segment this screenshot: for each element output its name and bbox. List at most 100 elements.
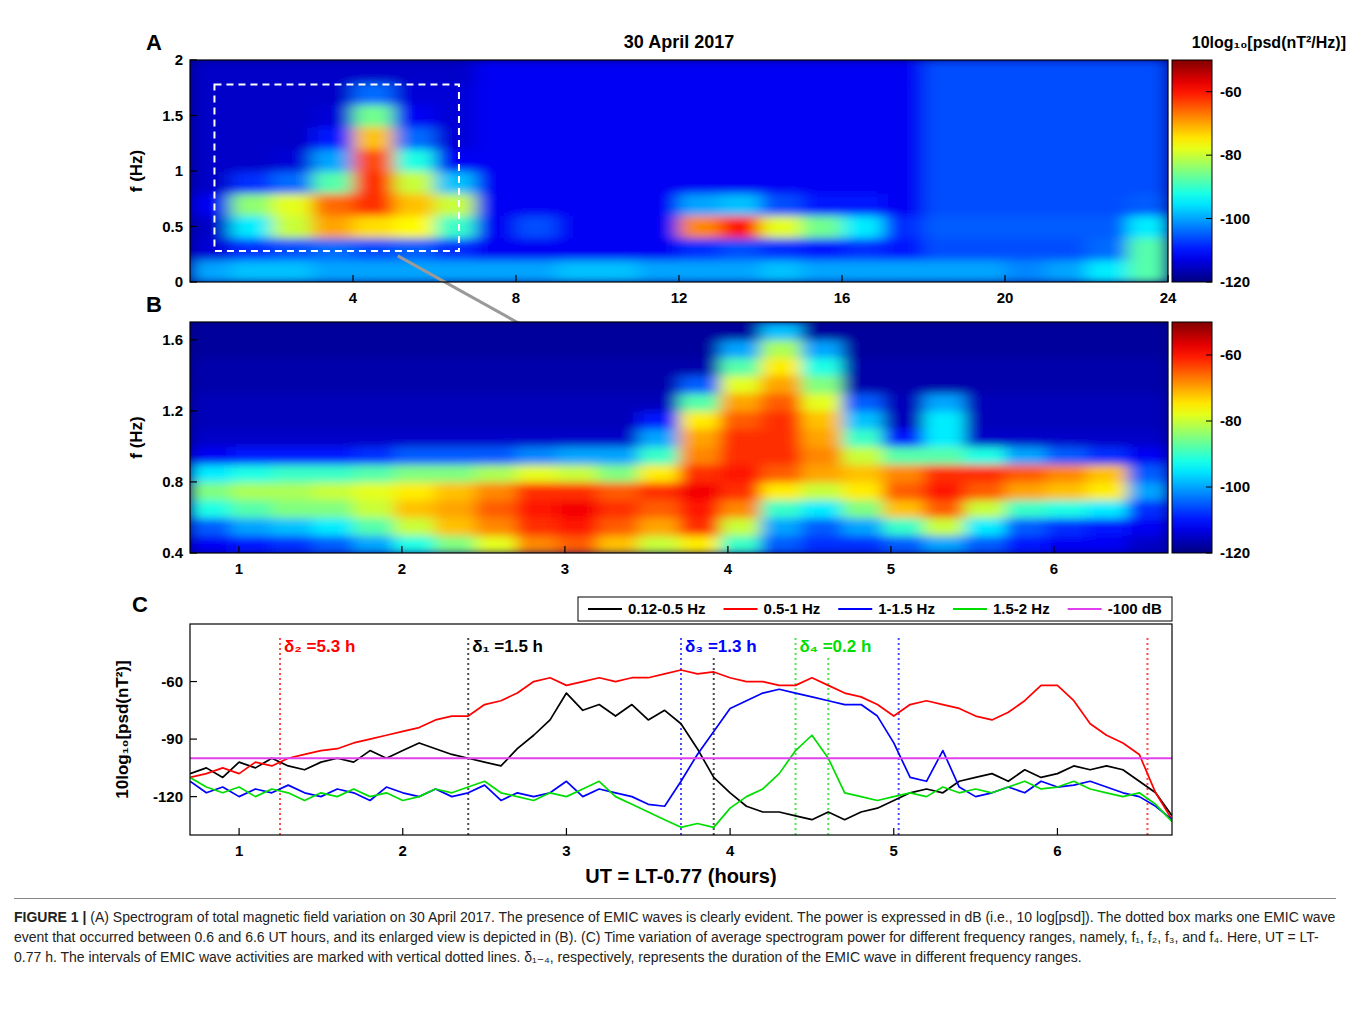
heatmap-cell: [435, 171, 476, 194]
heatmap-cell: [883, 393, 924, 411]
heatmap-cell: [1046, 322, 1087, 340]
heatmap-cell: [883, 375, 924, 393]
y-tick: [190, 170, 197, 171]
heatmap-cell: [435, 322, 476, 340]
legend-box: [578, 597, 1172, 621]
interval-marker: [713, 638, 715, 835]
legend-label: 0.5-1 Hz: [764, 600, 821, 617]
heatmap-cell: [924, 535, 965, 553]
heatmap-cell: [190, 535, 231, 553]
x-tick: [566, 828, 567, 835]
heatmap-cell: [231, 238, 272, 261]
heatmap-cell: [883, 340, 924, 358]
heatmap-cell: [720, 500, 761, 518]
heatmap-cell: [720, 446, 761, 464]
heatmap-cell: [557, 260, 598, 282]
caption-label: FIGURE 1 |: [14, 909, 86, 925]
heatmap-cell: [231, 127, 272, 150]
heatmap-cell: [761, 464, 802, 482]
heatmap-cell: [190, 429, 231, 447]
heatmap-cell: [883, 260, 924, 282]
heatmap-cell: [231, 60, 272, 83]
heatmap-cell: [394, 127, 435, 150]
heatmap-cell: [190, 393, 231, 411]
heatmap-cell: [761, 535, 802, 553]
heatmap-cell: [1127, 535, 1168, 553]
heatmap-cell: [964, 171, 1005, 194]
heatmap-cell: [475, 375, 516, 393]
heatmap-cell: [435, 411, 476, 429]
y-tick-label: 1.5: [162, 107, 183, 124]
heatmap-cell: [1087, 517, 1128, 535]
heatmap-cell: [638, 429, 679, 447]
y-tick: [190, 410, 197, 411]
heatmap-cell: [964, 260, 1005, 282]
heatmap-cell: [761, 393, 802, 411]
heatmap-cell: [1046, 411, 1087, 429]
heatmap-cell: [353, 127, 394, 150]
heatmap-cell: [1127, 429, 1168, 447]
heatmap-cell: [190, 171, 231, 194]
heatmap-cell: [1046, 238, 1087, 261]
heatmap-cell: [1127, 104, 1168, 127]
heatmap-cell: [924, 82, 965, 105]
heatmap-cell: [394, 482, 435, 500]
heatmap-cell: [842, 127, 883, 150]
heatmap-cell: [353, 393, 394, 411]
heatmap-cell: [475, 411, 516, 429]
x-tick: [841, 275, 842, 282]
heatmap-cell: [883, 104, 924, 127]
heatmap-cell: [801, 215, 842, 238]
heatmap-cell: [761, 127, 802, 150]
heatmap-cell: [475, 482, 516, 500]
x-tick-label: 5: [887, 560, 895, 577]
heatmap-cell: [190, 260, 231, 282]
heatmap-cell: [883, 238, 924, 261]
heatmap-cell: [924, 340, 965, 358]
heatmap-cell: [475, 446, 516, 464]
heatmap-cell: [924, 260, 965, 282]
heatmap-cell: [353, 429, 394, 447]
heatmap-cell: [924, 171, 965, 194]
heatmap-cell: [679, 238, 720, 261]
colorbar: [1172, 60, 1212, 282]
heatmap-cell: [312, 82, 353, 105]
heatmap-cell: [964, 482, 1005, 500]
heatmap-cell: [761, 260, 802, 282]
heatmap-cell: [842, 171, 883, 194]
heatmap-cell: [231, 171, 272, 194]
heatmap-cell: [475, 500, 516, 518]
heatmap-cell: [720, 411, 761, 429]
heatmap-cell: [272, 446, 313, 464]
colorbar-tick: [1206, 421, 1212, 422]
heatmap-cell: [1005, 260, 1046, 282]
heatmap-cell: [842, 375, 883, 393]
heatmap-cell: [231, 193, 272, 216]
heatmap-cell: [394, 464, 435, 482]
annotation-patch: [283, 637, 356, 656]
heatmap-cell: [353, 149, 394, 172]
heatmap-cell: [475, 358, 516, 376]
x-tick: [401, 546, 402, 553]
heatmap-cell: [312, 517, 353, 535]
heatmap-cell: [475, 340, 516, 358]
annotation: δ₂ =5.3 h: [283, 637, 356, 656]
heatmap-cell: [1087, 535, 1128, 553]
heatmap-cell: [679, 482, 720, 500]
heatmap-cell: [801, 429, 842, 447]
heatmap-cell: [638, 260, 679, 282]
heatmap-cell: [679, 411, 720, 429]
heatmap-cell: [638, 446, 679, 464]
panel-letter: B: [146, 292, 162, 317]
heatmap-cell: [842, 464, 883, 482]
heatmap-cell: [801, 193, 842, 216]
heatmap-cell: [435, 446, 476, 464]
heatmap-cell: [964, 82, 1005, 105]
heatmap-cell: [435, 393, 476, 411]
heatmap-cell: [353, 482, 394, 500]
annotation: δ₃ =1.3 h: [684, 637, 758, 656]
heatmap-cell: [1087, 260, 1128, 282]
heatmap-cell: [964, 358, 1005, 376]
heatmap-cell: [1005, 340, 1046, 358]
heatmap-cell: [272, 260, 313, 282]
